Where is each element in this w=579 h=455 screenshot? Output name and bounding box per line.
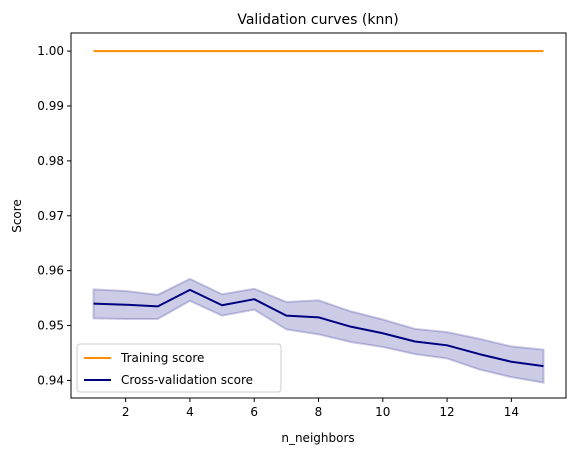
data-point-training [124, 49, 128, 53]
data-point-cross-validation [381, 331, 385, 335]
data-point-training [413, 49, 417, 53]
y-tick-label: 1.00 [37, 44, 64, 58]
y-tick-label: 0.95 [37, 319, 64, 333]
x-tick-label: 6 [250, 405, 258, 419]
data-point-training [445, 49, 449, 53]
data-point-training [349, 49, 353, 53]
data-point-training [509, 49, 513, 53]
y-tick-label: 0.99 [37, 99, 64, 113]
data-point-training [477, 49, 481, 53]
x-tick-label: 2 [122, 405, 130, 419]
data-point-training [317, 49, 321, 53]
data-point-cross-validation [317, 315, 321, 319]
data-point-training [220, 49, 224, 53]
data-point-training [188, 49, 192, 53]
legend-label-cross-validation: Cross-validation score [121, 373, 253, 387]
data-point-cross-validation [477, 352, 481, 356]
data-point-cross-validation [542, 364, 546, 368]
data-point-cross-validation [284, 314, 288, 318]
x-tick-label: 10 [375, 405, 390, 419]
y-tick-label: 0.94 [37, 373, 64, 387]
data-point-cross-validation [188, 288, 192, 292]
y-tick-label: 0.98 [37, 154, 64, 168]
x-tick-label: 14 [504, 405, 519, 419]
x-tick-label: 12 [439, 405, 454, 419]
data-point-training [252, 49, 256, 53]
data-point-training [284, 49, 288, 53]
x-tick-label: 8 [315, 405, 323, 419]
data-point-cross-validation [509, 360, 513, 364]
data-point-training [156, 49, 160, 53]
data-point-cross-validation [252, 297, 256, 301]
legend: Training score Cross-validation score [77, 344, 281, 392]
data-point-training [542, 49, 546, 53]
y-tick-label: 0.97 [37, 209, 64, 223]
data-point-cross-validation [220, 303, 224, 307]
data-point-training [92, 49, 96, 53]
data-point-training [381, 49, 385, 53]
data-point-cross-validation [156, 304, 160, 308]
data-point-cross-validation [349, 325, 353, 329]
y-axis-label: Score [10, 199, 24, 233]
data-point-cross-validation [413, 339, 417, 343]
x-tick-label: 4 [186, 405, 194, 419]
y-tick-label: 0.96 [37, 264, 64, 278]
data-point-cross-validation [124, 303, 128, 307]
chart-title: Validation curves (knn) [237, 12, 398, 28]
x-axis-label: n_neighbors [281, 431, 354, 445]
legend-label-training: Training score [120, 351, 204, 365]
data-point-cross-validation [445, 343, 449, 347]
data-point-cross-validation [92, 302, 96, 306]
